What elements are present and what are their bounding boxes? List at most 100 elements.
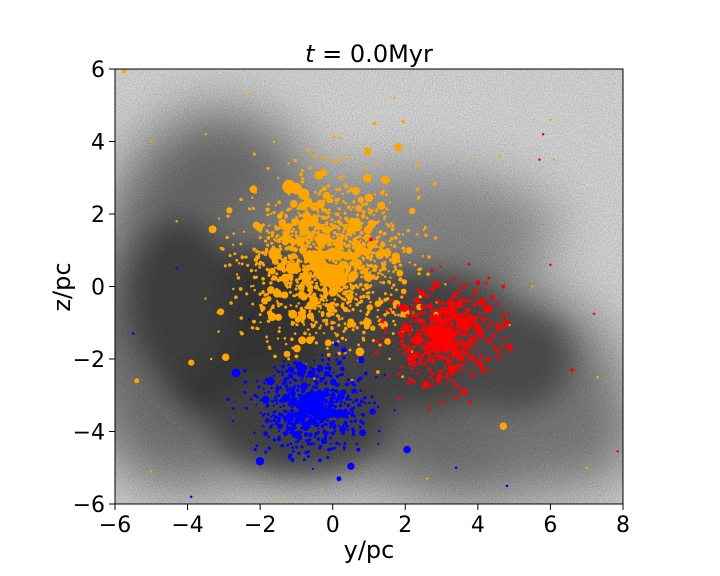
star-point	[389, 293, 393, 297]
star-point	[315, 274, 319, 279]
star-point	[306, 228, 309, 232]
star-point	[339, 400, 343, 404]
star-point	[388, 357, 391, 361]
star-point	[266, 202, 271, 206]
star-point	[269, 425, 273, 429]
star-point	[368, 247, 372, 251]
star-point	[374, 300, 382, 308]
star-point	[369, 241, 374, 245]
star-point	[316, 390, 320, 393]
star-point	[250, 196, 254, 200]
star-point	[346, 323, 350, 327]
star-point	[361, 336, 365, 340]
star-point	[270, 386, 273, 390]
star-point	[255, 379, 259, 383]
star-point	[373, 401, 377, 405]
star-point	[430, 340, 433, 343]
star-point	[305, 236, 309, 240]
star-point	[592, 312, 596, 315]
star-point	[255, 261, 259, 265]
star-point	[267, 345, 272, 349]
star-point	[312, 385, 316, 389]
star-point	[264, 418, 270, 424]
star-point	[322, 332, 326, 335]
star-point	[253, 393, 257, 397]
star-point	[389, 276, 392, 279]
star-point	[390, 222, 393, 225]
star-point	[460, 388, 468, 396]
star-point	[293, 344, 301, 353]
star-point	[403, 343, 408, 348]
star-point	[477, 311, 482, 315]
star-point	[450, 359, 453, 362]
star-point	[351, 390, 355, 394]
star-point	[234, 295, 238, 300]
star-point	[358, 425, 362, 429]
star-point	[338, 136, 342, 140]
star-point	[465, 310, 469, 315]
star-point	[415, 331, 420, 336]
star-point	[237, 261, 241, 265]
star-point	[308, 309, 312, 313]
star-point	[459, 282, 463, 286]
star-point	[279, 302, 283, 306]
star-point	[335, 374, 340, 379]
star-point	[337, 198, 341, 201]
star-point	[359, 429, 367, 437]
star-point	[328, 196, 331, 200]
star-point	[394, 313, 397, 317]
star-point	[441, 401, 445, 405]
star-point	[266, 292, 270, 296]
star-point	[443, 318, 448, 323]
star-point	[348, 272, 355, 279]
star-point	[320, 215, 324, 219]
star-point	[340, 428, 343, 431]
star-point	[283, 350, 291, 358]
star-point	[270, 423, 274, 427]
star-point	[326, 419, 330, 423]
star-point	[433, 236, 438, 240]
star-point	[293, 332, 297, 335]
star-point	[367, 295, 370, 298]
star-point	[262, 381, 266, 385]
star-point	[416, 195, 421, 200]
star-point	[303, 331, 307, 336]
star-point	[471, 335, 476, 340]
star-point	[204, 297, 207, 300]
star-point	[491, 368, 494, 372]
star-point	[334, 388, 338, 393]
star-point	[332, 301, 335, 305]
star-point	[465, 352, 469, 355]
star-point	[279, 295, 282, 298]
star-point	[391, 310, 395, 315]
star-point	[330, 194, 334, 198]
star-point	[448, 305, 455, 313]
star-point	[451, 353, 455, 357]
x-tick-label: 0	[326, 513, 340, 538]
star-point	[420, 304, 424, 309]
star-point	[355, 236, 359, 240]
star-point	[267, 231, 271, 235]
star-point	[483, 369, 487, 374]
star-point	[264, 239, 268, 243]
star-point	[334, 242, 338, 245]
star-point	[350, 218, 354, 223]
star-point	[352, 260, 362, 269]
star-point	[269, 281, 273, 285]
star-point	[294, 230, 298, 234]
star-point	[458, 286, 463, 291]
star-point	[344, 338, 348, 342]
star-point	[320, 424, 324, 428]
star-point	[305, 283, 309, 287]
star-point	[298, 225, 303, 229]
star-point	[367, 274, 371, 278]
star-point	[276, 278, 281, 283]
star-point	[460, 390, 464, 394]
star-point	[499, 422, 508, 430]
star-point	[287, 392, 291, 396]
star-point	[300, 445, 304, 449]
star-point	[308, 291, 312, 295]
star-point	[453, 295, 458, 299]
star-point	[430, 378, 434, 381]
star-point	[321, 156, 326, 161]
